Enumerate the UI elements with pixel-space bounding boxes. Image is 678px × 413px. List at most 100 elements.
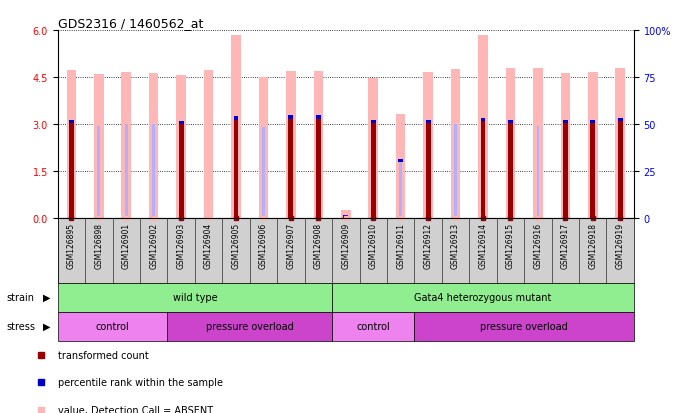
Bar (262, 128, 265, 219)
Bar (481, 120, 485, 219)
Bar (508, 122, 513, 219)
Bar (371, 120, 376, 123)
Bar (563, 122, 567, 219)
Bar (180, 123, 182, 219)
Text: pressure overload: pressure overload (480, 321, 568, 331)
Bar (58, 283, 332, 312)
Bar (398, 159, 403, 162)
Bar (341, 211, 351, 219)
Bar (506, 69, 515, 219)
Text: GSM126910: GSM126910 (369, 222, 378, 268)
Text: control: control (357, 321, 390, 331)
Text: GSM126901: GSM126901 (122, 222, 131, 268)
Bar (563, 120, 567, 123)
Bar (344, 217, 347, 219)
Bar (426, 120, 431, 123)
Bar (368, 78, 378, 219)
Bar (70, 122, 73, 219)
Bar (316, 118, 321, 219)
Bar (616, 69, 625, 219)
Text: pressure overload: pressure overload (206, 321, 294, 331)
Text: value, Detection Call = ABSENT: value, Detection Call = ABSENT (58, 405, 213, 413)
Bar (414, 312, 634, 341)
Text: GSM126898: GSM126898 (94, 222, 103, 268)
Bar (426, 122, 431, 219)
Text: GSM126904: GSM126904 (204, 222, 213, 268)
Bar (69, 122, 74, 219)
Bar (564, 122, 567, 219)
Text: ▶: ▶ (43, 321, 50, 331)
Text: stress: stress (7, 321, 36, 331)
Bar (235, 119, 237, 219)
Bar (618, 120, 622, 219)
Text: GSM126903: GSM126903 (177, 222, 186, 268)
Text: GSM126913: GSM126913 (451, 222, 460, 268)
Text: GSM126917: GSM126917 (561, 222, 570, 268)
Bar (481, 119, 485, 122)
Text: transformed count: transformed count (58, 350, 148, 360)
Bar (290, 118, 292, 219)
Bar (332, 312, 414, 341)
Text: GSM126908: GSM126908 (314, 222, 323, 268)
Bar (561, 74, 570, 219)
Text: percentile rank within the sample: percentile rank within the sample (58, 377, 222, 387)
Text: strain: strain (7, 292, 35, 302)
Bar (149, 74, 159, 219)
Bar (619, 120, 622, 219)
Text: GSM126906: GSM126906 (259, 222, 268, 268)
Bar (533, 69, 542, 219)
Text: GSM126905: GSM126905 (231, 222, 241, 268)
Bar (179, 121, 184, 125)
Bar (179, 123, 184, 219)
Text: GSM126916: GSM126916 (534, 222, 542, 268)
Bar (98, 126, 100, 219)
Bar (423, 73, 433, 219)
Bar (66, 71, 76, 219)
Bar (233, 117, 239, 120)
Bar (332, 283, 634, 312)
Bar (372, 122, 374, 219)
Bar (317, 118, 320, 219)
Text: GSM126911: GSM126911 (396, 222, 405, 268)
Text: GSM126914: GSM126914 (479, 222, 487, 268)
Bar (481, 120, 484, 219)
Text: control: control (96, 321, 129, 331)
Text: GSM126907: GSM126907 (286, 222, 296, 268)
Bar (454, 125, 457, 219)
Text: GSM126919: GSM126919 (616, 222, 624, 268)
Bar (426, 122, 429, 219)
Bar (258, 78, 268, 219)
Bar (536, 126, 539, 219)
Bar (288, 116, 294, 119)
Bar (69, 121, 74, 123)
Bar (286, 72, 296, 219)
Bar (288, 118, 294, 219)
Bar (343, 215, 348, 218)
Text: Gata4 heterozygous mutant: Gata4 heterozygous mutant (414, 292, 552, 302)
Bar (508, 120, 513, 123)
Text: GSM126918: GSM126918 (589, 222, 597, 268)
Bar (591, 122, 595, 219)
Bar (121, 73, 131, 219)
Text: ▶: ▶ (43, 292, 50, 302)
Bar (167, 312, 332, 341)
Bar (176, 76, 186, 219)
Bar (618, 119, 622, 122)
Bar (509, 122, 512, 219)
Text: GSM126912: GSM126912 (424, 222, 433, 268)
Bar (233, 119, 239, 219)
Text: GSM126915: GSM126915 (506, 222, 515, 268)
Bar (231, 36, 241, 219)
Bar (591, 122, 594, 219)
Bar (58, 312, 167, 341)
Bar (313, 72, 323, 219)
Text: GSM126909: GSM126909 (341, 222, 351, 268)
Bar (591, 120, 595, 123)
Text: GSM126902: GSM126902 (149, 222, 158, 268)
Bar (588, 73, 597, 219)
Bar (204, 71, 214, 219)
Bar (396, 114, 405, 219)
Bar (451, 69, 460, 219)
Text: GSM126895: GSM126895 (67, 222, 76, 268)
Bar (399, 161, 402, 219)
